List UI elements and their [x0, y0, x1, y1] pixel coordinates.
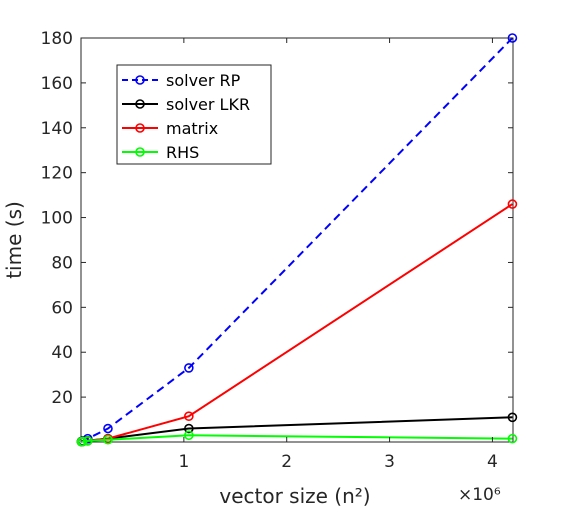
legend-marker: [135, 99, 145, 109]
series-layer: [76, 33, 518, 447]
data-point: [507, 412, 518, 423]
data-point: [184, 423, 194, 434]
x-tick-label: 1: [178, 452, 189, 472]
y-tick-label: 120: [41, 164, 73, 184]
y-tick-label: 40: [51, 343, 73, 363]
legend-entries: solver RP solver LKR matrix RHS: [122, 71, 250, 162]
legend-label: RHS: [166, 143, 199, 162]
legend-marker: [135, 75, 145, 85]
legend-label: solver LKR: [166, 95, 250, 114]
legend: solver RP solver LKR matrix RHS: [116, 64, 272, 165]
plot-area: 1 2 3 4 20 40 60 80 100 120 140 160 180: [41, 29, 518, 472]
data-point: [507, 433, 518, 444]
data-point: [103, 434, 113, 445]
x-axis-label: vector size (n²): [219, 484, 370, 508]
legend-label: matrix: [166, 119, 218, 138]
y-tick-label: 100: [41, 209, 73, 229]
x-axis-ticks: 1 2 3 4: [178, 38, 498, 472]
data-point: [77, 436, 88, 447]
series-line: [81, 434, 513, 443]
data-point: [103, 423, 113, 434]
x-axis-multiplier: ×10⁶: [458, 485, 501, 505]
x-tick-label: 2: [281, 452, 292, 472]
y-tick-label: 180: [41, 29, 73, 49]
legend-label: solver RP: [166, 71, 241, 90]
data-point: [184, 430, 194, 441]
series-rhs: [76, 430, 518, 447]
y-tick-label: 60: [51, 298, 73, 318]
y-tick-label: 80: [51, 253, 73, 273]
x-tick-label: 4: [487, 452, 498, 472]
y-axis-ticks: 20 40 60 80 100 120 140 160 180: [41, 29, 513, 408]
data-point: [184, 411, 194, 421]
y-axis-label: time (s): [2, 201, 26, 279]
data-point: [507, 199, 518, 209]
legend-marker: [135, 123, 145, 133]
data-point: [184, 363, 194, 373]
y-tick-label: 140: [41, 119, 73, 139]
x-tick-label: 3: [384, 452, 395, 472]
y-tick-label: 20: [51, 388, 73, 408]
legend-box: [116, 64, 272, 165]
legend-marker: [135, 147, 145, 157]
y-tick-label: 160: [41, 74, 73, 94]
data-point: [82, 436, 93, 446]
